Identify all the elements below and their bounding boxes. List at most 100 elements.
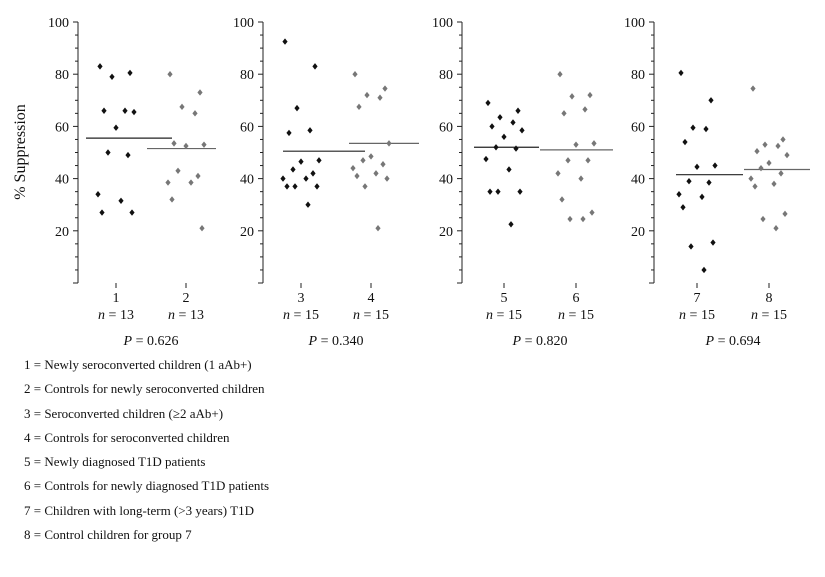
data-point [377,94,383,101]
group-3 [280,38,365,208]
data-point [483,155,489,163]
data-point [197,89,203,96]
data-point [587,91,593,99]
data-point [192,110,198,117]
data-point [350,164,356,172]
p-value-label: P = 0.694 [705,334,761,349]
y-axis-label: % Suppression [12,104,29,200]
data-point [384,175,390,182]
data-point [356,103,362,111]
data-point [314,183,320,190]
group-6 [540,71,613,223]
data-point [493,144,499,151]
data-point [561,110,567,117]
data-point [754,147,760,155]
data-point [364,91,370,99]
data-point [699,193,705,201]
data-point [199,224,205,232]
y-tick-label: 60 [240,120,254,135]
data-point [497,114,503,121]
data-point [183,142,189,150]
group-label: 3 [298,291,305,306]
legend-item-5: 5 = Newly diagnosed T1D patients [24,454,206,470]
data-point [712,162,718,169]
data-point [375,224,381,232]
data-point [167,71,173,78]
data-point [510,119,516,126]
data-point [109,73,115,81]
data-point [690,124,696,131]
group-label: 6 [573,291,580,306]
y-tick-label: 40 [240,173,254,188]
data-point [171,140,177,147]
data-point [680,204,686,211]
data-point [688,243,694,250]
data-point [284,183,290,190]
data-point [122,107,128,114]
data-point [515,107,521,114]
data-point [501,133,507,141]
y-tick-label: 20 [631,225,645,240]
data-point [703,125,709,133]
legend-item-7: 7 = Children with long-term (>3 years) T… [24,502,254,518]
group-2 [147,71,216,232]
data-point [582,106,588,113]
data-point [784,151,790,159]
data-point [708,97,714,104]
data-point [354,172,360,180]
data-point [591,140,597,147]
data-point [694,163,700,171]
data-point [569,93,575,100]
data-point [312,63,318,70]
sample-size-label: n = 15 [751,308,787,323]
data-point [294,104,300,112]
legend-item-3: 3 = Seroconverted children (≥2 aAb+) [24,405,224,421]
data-point [380,161,386,168]
legend-item-6: 6 = Controls for newly diagnosed T1D pat… [24,478,270,494]
group-4 [349,71,419,232]
sample-size-label: n = 15 [486,308,522,323]
y-tick-label: 20 [240,225,254,240]
group-label: 5 [501,291,508,306]
data-point [762,141,768,148]
data-point [676,191,682,198]
p-value-label: P = 0.340 [308,334,364,349]
data-point [773,224,779,232]
data-point [307,127,313,134]
data-point [195,172,201,180]
sample-size-label: n = 15 [558,308,594,323]
data-point [99,209,105,216]
data-point [127,69,133,77]
data-point [97,63,103,70]
group-5 [474,99,539,228]
y-tick-label: 60 [55,120,69,135]
data-point [513,145,519,152]
data-point [567,215,573,223]
data-point [495,188,501,195]
data-point [573,141,579,148]
data-point [118,197,124,204]
data-point [678,69,684,77]
data-point [373,170,379,177]
data-point [519,127,525,134]
data-point [165,179,171,186]
y-tick-label: 100 [624,16,645,31]
group-8 [744,85,810,232]
data-point [105,149,111,156]
data-point [752,183,758,190]
data-point [386,140,392,147]
data-point [506,166,512,173]
y-tick-label: 100 [432,16,453,31]
data-point [489,123,495,130]
y-tick-label: 60 [631,120,645,135]
panel-2: 20 40 60 80 100 3 n = 15 4 n = 15 P = 0.340 [233,16,419,349]
data-point [771,180,777,188]
data-point [303,175,309,182]
group-legend: 1 = Newly seroconverted children (1 aAb+… [24,358,269,552]
y-tick-label: 40 [439,173,453,188]
data-point [682,138,688,146]
panel-1: 20 40 60 80 100 1 n = 13 2 n = 13 P = 0.626 [48,16,216,349]
data-point [555,170,561,177]
data-point [775,142,781,150]
y-tick-label: 20 [55,225,69,240]
